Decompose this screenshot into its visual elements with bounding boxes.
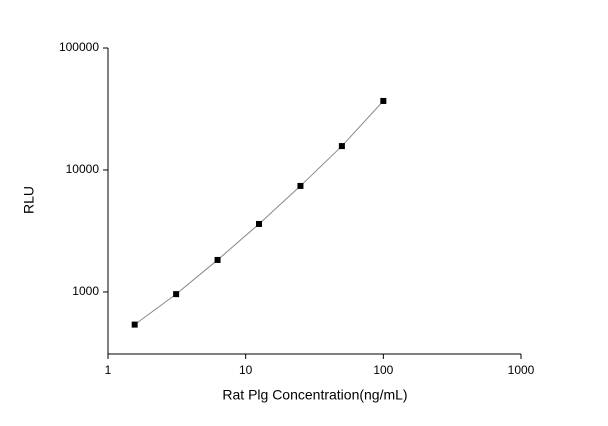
x-tick-label: 1 <box>105 363 112 377</box>
fit-line <box>134 100 384 326</box>
x-tick-label: 100 <box>373 363 393 377</box>
x-tick-label: 1000 <box>508 363 535 377</box>
y-tick-label: 1000 <box>72 284 99 298</box>
point <box>173 291 180 298</box>
point <box>256 220 263 227</box>
point <box>338 143 345 150</box>
x-axis-title: Rat Plg Concentration(ng/mL) <box>222 387 407 403</box>
point <box>380 97 387 104</box>
point <box>297 182 304 189</box>
y-tick-label: 10000 <box>66 162 100 176</box>
point <box>214 256 221 263</box>
x-tick-label: 10 <box>239 363 253 377</box>
y-tick-label: 100000 <box>59 40 99 54</box>
point <box>131 321 138 328</box>
y-axis-title: RLU <box>21 186 37 214</box>
